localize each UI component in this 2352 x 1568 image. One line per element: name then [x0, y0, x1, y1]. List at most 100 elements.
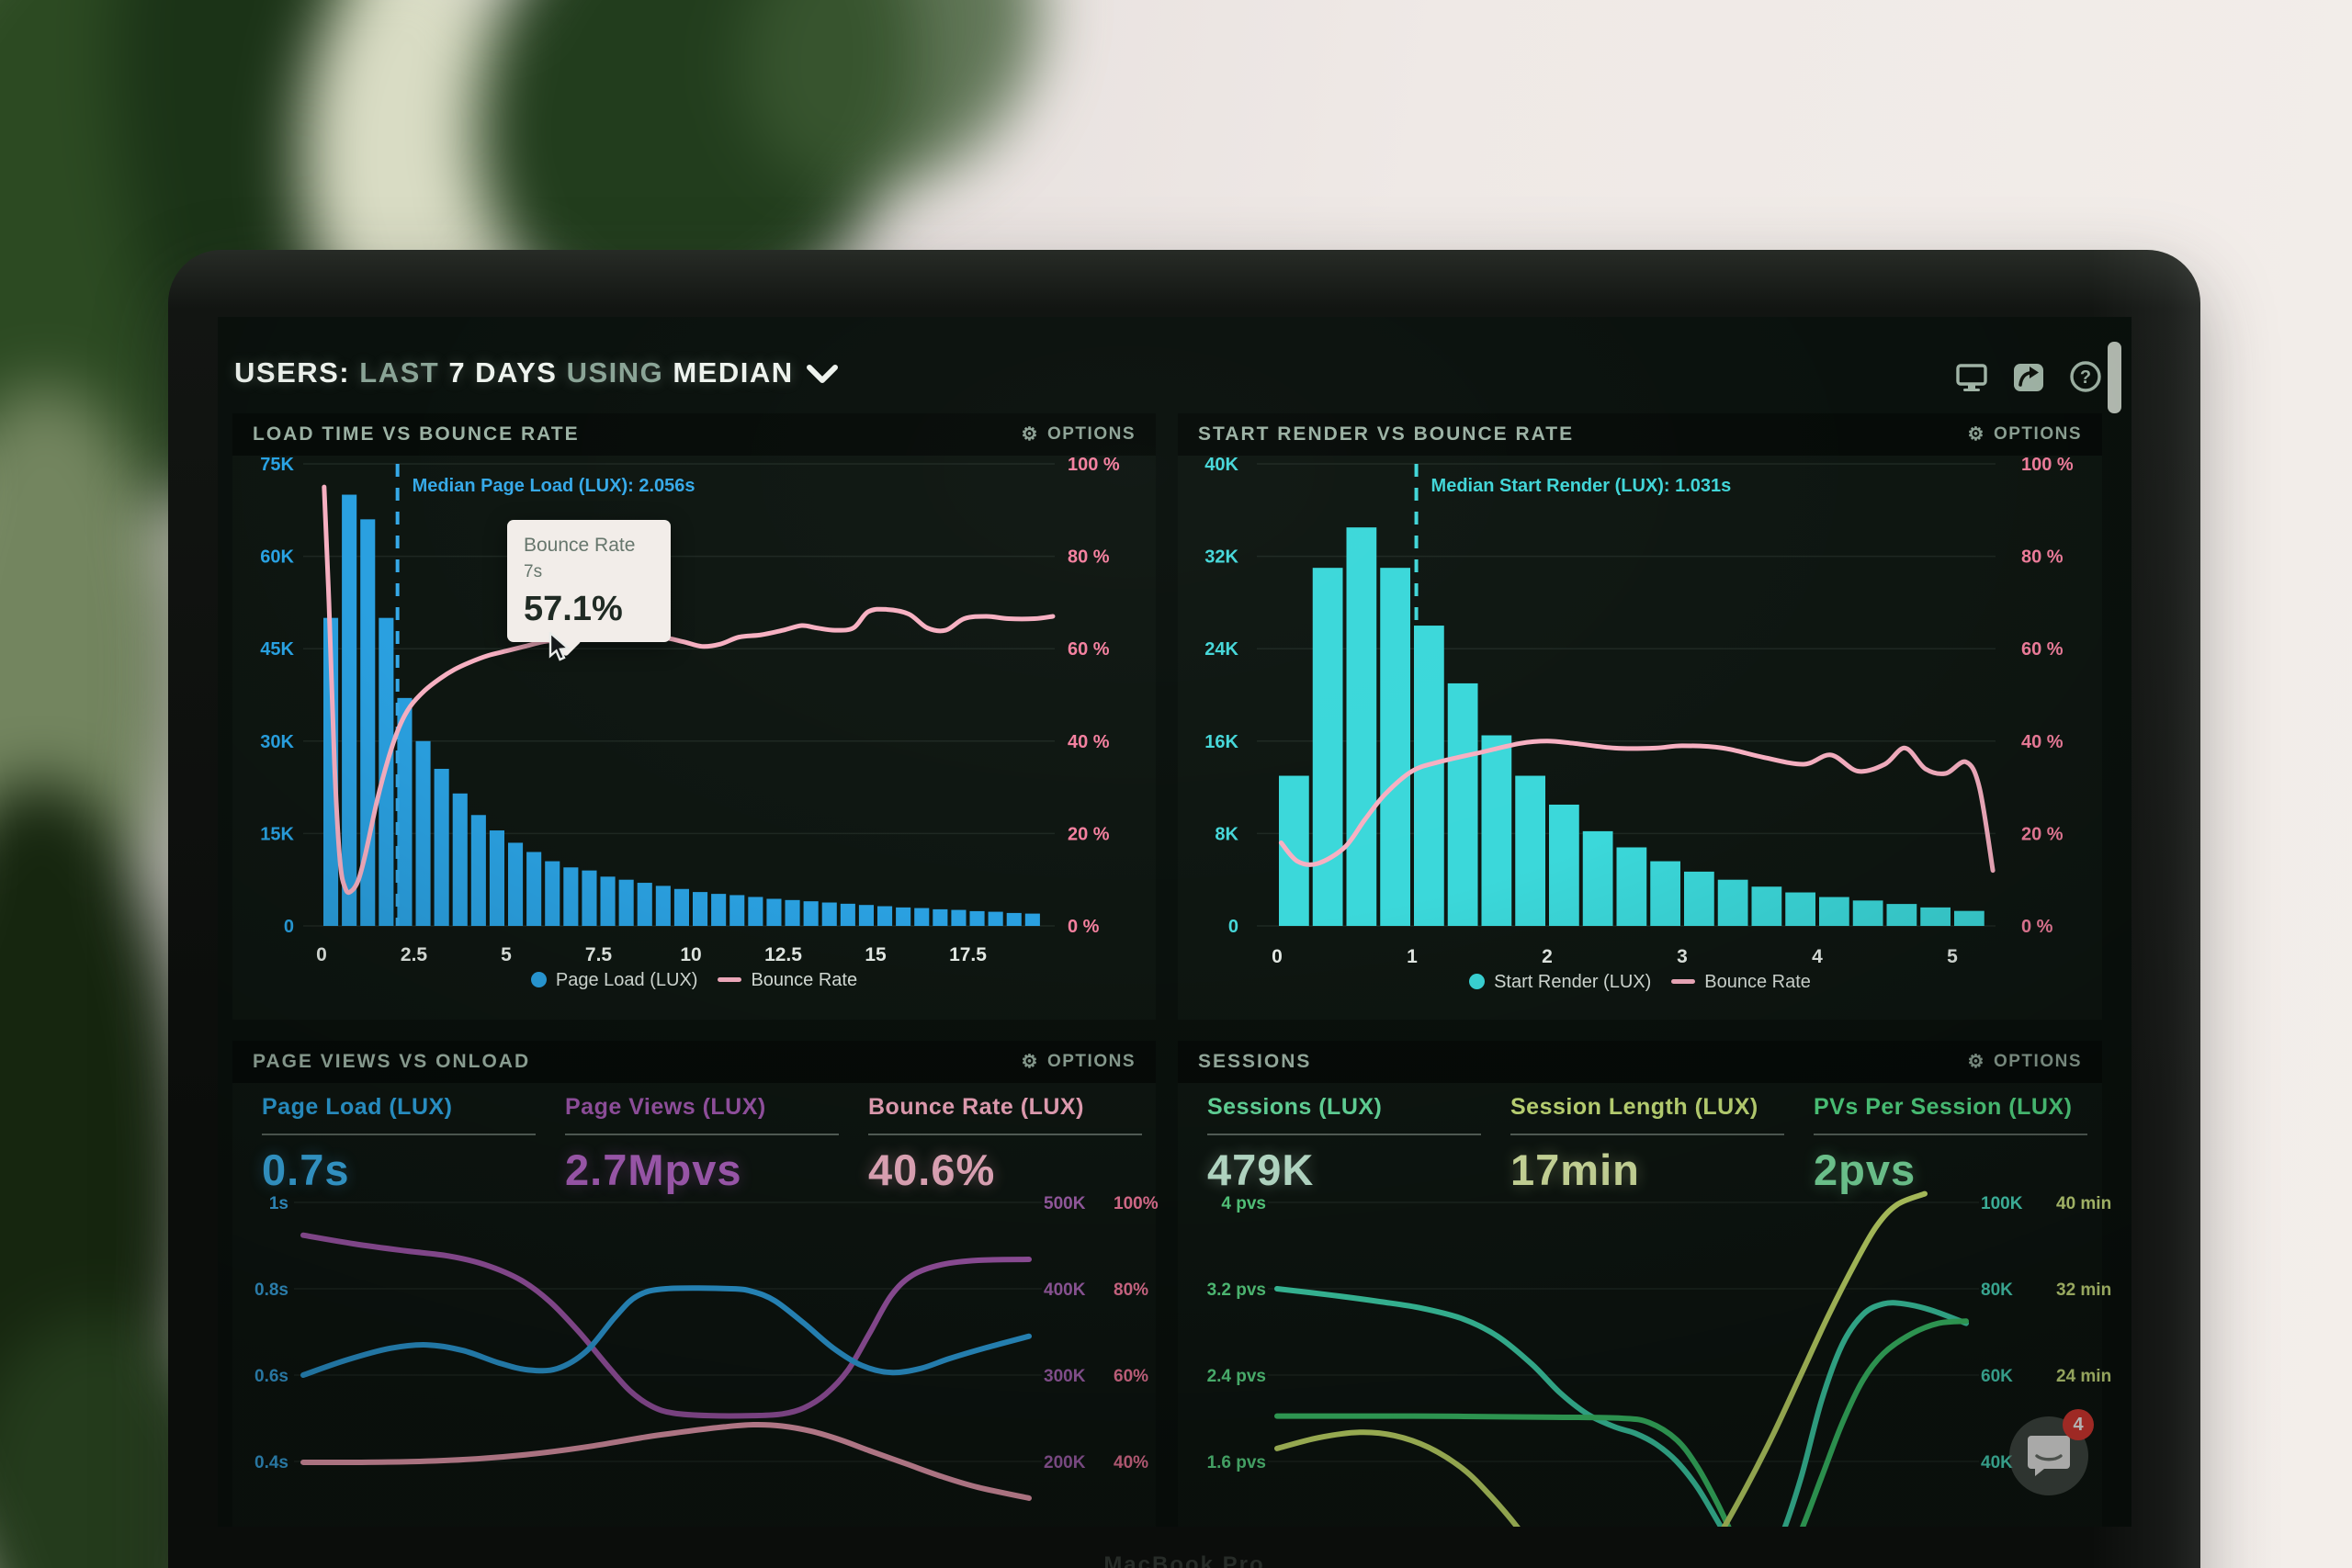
histogram-bar	[1279, 775, 1309, 926]
histogram-bar	[526, 852, 542, 926]
svg-text:17.5: 17.5	[949, 944, 987, 965]
panel-page-views-vs-onload: PAGE VIEWS VS ONLOAD ⚙ OPTIONS	[232, 1041, 1156, 1527]
chat-icon	[2028, 1436, 2070, 1476]
svg-text:30K: 30K	[260, 732, 294, 752]
svg-text:5: 5	[1947, 946, 1958, 967]
series-line-sessions	[1274, 1286, 1969, 1527]
metrics-page-views: Page Load (LUX) 0.7s Page Views (LUX) 2.7Mp…	[232, 1081, 1215, 1195]
svg-text:32 min: 32 min	[2056, 1280, 2111, 1300]
svg-text:15: 15	[865, 944, 887, 965]
chat-launcher[interactable]: 4	[2009, 1409, 2094, 1495]
metric-label: Page Load (LUX)	[262, 1094, 536, 1135]
series-line-pageviews	[300, 1232, 1032, 1419]
histogram-bar	[729, 895, 745, 926]
svg-text:80 %: 80 %	[1068, 547, 1110, 568]
histogram-bar	[342, 494, 357, 926]
svg-text:5: 5	[501, 944, 512, 965]
chevron-down-icon[interactable]	[806, 358, 838, 391]
svg-text:24K: 24K	[1204, 639, 1238, 660]
legend-item[interactable]: Start Render (LUX)	[1469, 972, 1651, 993]
histogram-bar	[1006, 912, 1022, 926]
series-line-percent	[300, 1422, 1032, 1501]
histogram-bar	[1346, 527, 1377, 926]
bounce-rate-line	[1278, 739, 1996, 874]
histogram-bar	[1920, 907, 1951, 926]
histogram-bar	[1549, 804, 1579, 926]
svg-text:8K: 8K	[1215, 824, 1238, 844]
histogram-bar	[1684, 871, 1714, 926]
svg-text:2.5: 2.5	[401, 944, 428, 965]
svg-text:0: 0	[1272, 946, 1283, 967]
share-icon[interactable]	[2012, 360, 2045, 393]
histogram-bar	[858, 905, 874, 926]
header-toolbar: ?	[1955, 360, 2102, 393]
metric-label: Session Length (LUX)	[1510, 1094, 1784, 1135]
metric-value: 2.7Mpvs	[565, 1145, 742, 1194]
charts-canvas[interactable]: 75K 100 %60K 80 %45K 60 %30K 40 %15K 20 %0 0 %…	[218, 317, 2132, 1527]
svg-text:4 pvs: 4 pvs	[1221, 1194, 1266, 1213]
options-button[interactable]: ⚙ OPTIONS	[1967, 424, 2082, 445]
histogram-bar	[693, 892, 708, 926]
metric-value: 40.6%	[868, 1145, 996, 1194]
title-part: LAST	[350, 356, 440, 389]
histogram-bar	[1515, 775, 1545, 926]
histogram-bar	[1819, 897, 1849, 926]
page-views-metric: Bounce Rate (LUX) 40.6%	[868, 1094, 1142, 1195]
metric-label: PVs Per Session (LUX)	[1814, 1094, 2087, 1135]
svg-text:40%: 40%	[1114, 1453, 1148, 1472]
legend-item[interactable]: Bounce Rate	[1671, 972, 1811, 993]
laptop-brand-label: MacBook Pro	[1103, 1552, 1265, 1568]
histogram-bar	[323, 617, 339, 926]
sessions-metric: PVs Per Session (LUX) 2pvs	[1814, 1094, 2087, 1195]
histogram-bar	[489, 830, 504, 926]
histogram-bar	[655, 886, 671, 926]
svg-text:4: 4	[1812, 946, 1823, 967]
svg-text:?: ?	[2080, 367, 2091, 388]
scrollbar-thumb[interactable]	[2108, 342, 2121, 413]
svg-text:16K: 16K	[1204, 732, 1238, 752]
svg-text:1.6 pvs: 1.6 pvs	[1207, 1453, 1266, 1472]
metric-value: 17min	[1510, 1145, 1640, 1194]
svg-text:1s: 1s	[269, 1194, 288, 1213]
svg-text:500K: 500K	[1044, 1194, 1086, 1213]
metric-label: Bounce Rate (LUX)	[868, 1094, 1142, 1135]
options-button[interactable]: ⚙ OPTIONS	[1021, 1052, 1136, 1072]
options-button[interactable]: ⚙ OPTIONS	[1021, 424, 1136, 445]
sessions-metric: Sessions (LUX) 479K	[1207, 1094, 1481, 1195]
panel-title: PAGE VIEWS VS ONLOAD	[253, 1051, 531, 1072]
svg-text:100 %: 100 %	[2021, 455, 2074, 475]
svg-text:60K: 60K	[260, 547, 294, 568]
legend-load-time: Page Load (LUX) Bounce Rate	[232, 970, 1156, 991]
histogram-bar	[1751, 886, 1782, 926]
histogram-bar	[785, 899, 800, 926]
svg-text:0.8s: 0.8s	[254, 1280, 288, 1300]
histogram-bar	[933, 908, 948, 926]
svg-text:0.4s: 0.4s	[254, 1453, 288, 1472]
metric-label: Sessions (LUX)	[1207, 1094, 1481, 1135]
svg-text:0 %: 0 %	[2021, 917, 2053, 937]
options-button[interactable]: ⚙ OPTIONS	[1967, 1052, 2082, 1072]
page-title: USERS: LAST 7 DAYS USING MEDIAN	[234, 356, 838, 391]
histogram-bar	[397, 697, 413, 926]
svg-text:60 %: 60 %	[2021, 639, 2064, 660]
svg-text:0: 0	[284, 917, 294, 937]
legend-start-render: Start Render (LUX) Bounce Rate	[1178, 972, 2102, 993]
svg-text:200K: 200K	[1044, 1453, 1086, 1472]
legend-item[interactable]: Bounce Rate	[718, 970, 857, 991]
legend-line-icon	[718, 977, 742, 982]
svg-text:0.6s: 0.6s	[254, 1367, 288, 1386]
histogram-bar	[1582, 830, 1613, 926]
svg-text:7.5: 7.5	[585, 944, 613, 965]
tooltip-x-value: 7s	[524, 562, 543, 581]
histogram-bar	[673, 888, 689, 926]
panel-sessions: SESSIONS ⚙ OPTIONS	[1178, 1041, 2102, 1527]
display-icon[interactable]	[1955, 360, 1988, 393]
help-icon[interactable]: ?	[2069, 360, 2102, 393]
page-views-metric: Page Views (LUX) 2.7Mpvs	[565, 1094, 839, 1195]
series-line-seconds	[300, 1285, 1032, 1378]
histogram-bar	[766, 898, 782, 926]
panel-title: SESSIONS	[1198, 1051, 1312, 1072]
legend-item[interactable]: Page Load (LUX)	[530, 970, 697, 991]
svg-text:10: 10	[680, 944, 701, 965]
chat-unread-badge: 4	[2063, 1409, 2094, 1440]
